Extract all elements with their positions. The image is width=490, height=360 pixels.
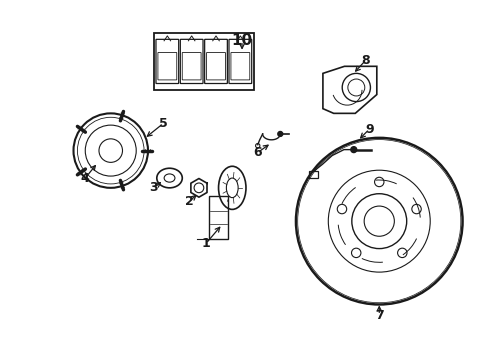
Text: 5: 5 [159, 117, 168, 130]
Text: 1: 1 [201, 237, 210, 250]
Text: 8: 8 [361, 54, 370, 67]
Text: 6: 6 [253, 146, 262, 159]
Text: 7: 7 [375, 309, 384, 322]
Text: 2: 2 [185, 195, 194, 208]
Text: 3: 3 [149, 181, 158, 194]
Circle shape [351, 147, 357, 153]
Circle shape [278, 131, 283, 136]
Bar [154, 33, 254, 90]
Text: 9: 9 [365, 122, 374, 136]
Bar [309, 171, 318, 178]
Text: 10: 10 [231, 33, 253, 48]
Bar [209, 196, 228, 239]
Text: 4: 4 [81, 172, 90, 185]
